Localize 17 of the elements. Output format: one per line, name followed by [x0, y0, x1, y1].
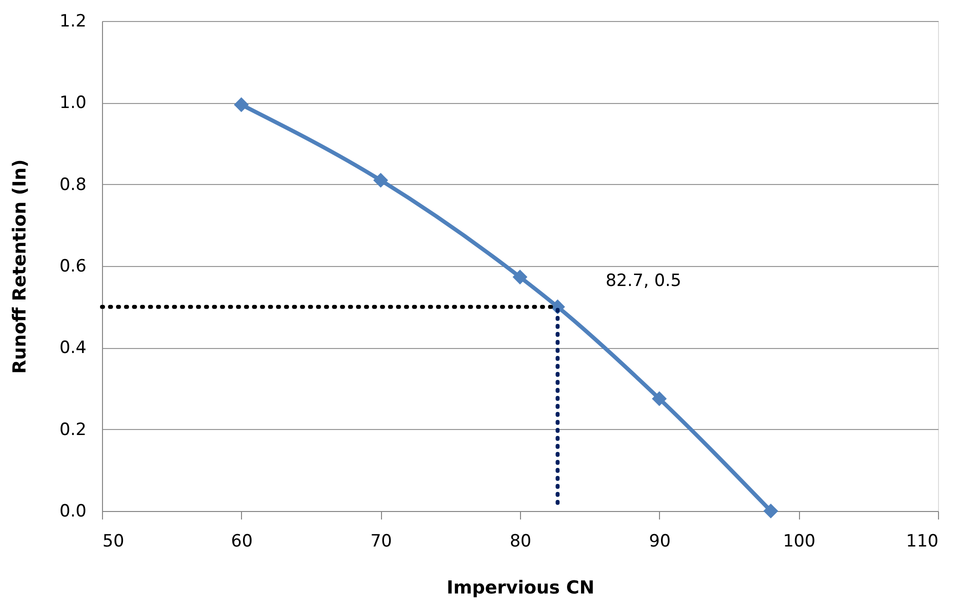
x-tick-label: 110 — [906, 532, 938, 552]
x-tick-label: 80 — [510, 532, 532, 552]
y-tick-label: 0.0 — [59, 502, 86, 522]
y-axis-title: Runoff Retention (In) — [9, 159, 30, 374]
y-tick-label: 0.6 — [59, 256, 86, 276]
x-tick-label: 90 — [649, 532, 671, 552]
x-tick-label: 100 — [782, 532, 816, 552]
x-axis-title: Impervious CN — [446, 578, 594, 598]
x-tick-label: 60 — [231, 532, 253, 552]
x-tick-label: 50 — [102, 532, 124, 552]
y-tick-label: 0.4 — [59, 338, 86, 358]
y-tick-label: 1.2 — [59, 12, 86, 32]
y-tick-label: 1.0 — [59, 93, 86, 114]
y-tick-label: 0.2 — [59, 420, 86, 440]
annotation: 82.7, 0.5 — [606, 270, 682, 291]
y-tick-label: 0.8 — [59, 174, 86, 195]
x-tick-label: 70 — [370, 532, 392, 552]
